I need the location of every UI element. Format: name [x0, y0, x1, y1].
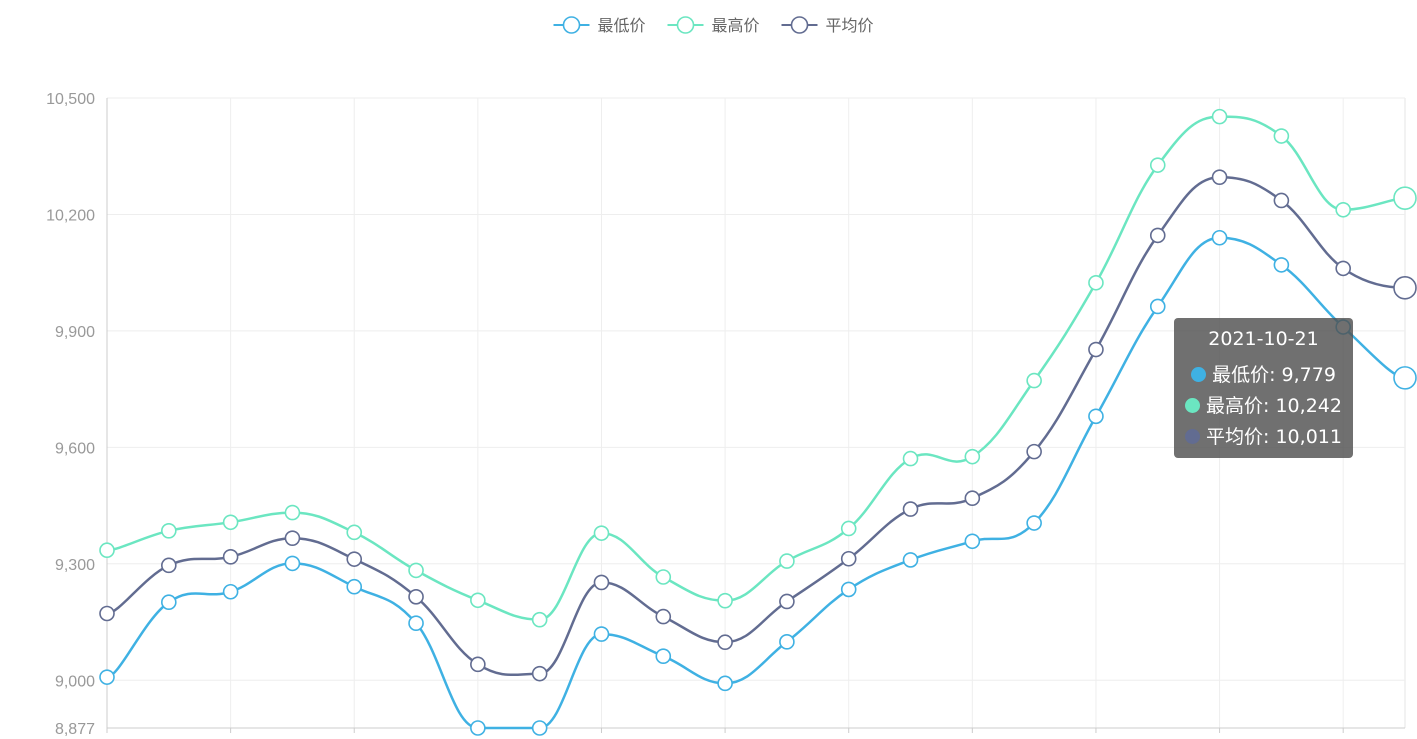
- data-point-low[interactable]: [779, 634, 795, 650]
- legend-marker-icon: [676, 16, 695, 34]
- data-point-avg[interactable]: [408, 588, 424, 605]
- data-point-high[interactable]: [1393, 186, 1417, 210]
- y-tick-label: 9,900: [55, 324, 95, 341]
- data-point-high[interactable]: [1211, 108, 1228, 125]
- legend[interactable]: 最低价 最高价 平均价: [553, 16, 874, 35]
- data-point-low[interactable]: [531, 720, 548, 736]
- data-point-low[interactable]: [902, 552, 919, 568]
- data-point-avg[interactable]: [1335, 260, 1351, 277]
- data-point-low[interactable]: [470, 720, 486, 736]
- data-point-low[interactable]: [1273, 257, 1290, 273]
- data-point-high[interactable]: [593, 525, 610, 541]
- tooltip-dot-high: [1185, 398, 1201, 413]
- data-point-low[interactable]: [1026, 515, 1042, 531]
- tooltip-text-low: 最低价: 9,779: [1212, 364, 1336, 386]
- tooltip-dot-low: [1191, 367, 1207, 382]
- data-point-low[interactable]: [346, 578, 363, 595]
- series-points: [99, 108, 1417, 736]
- data-point-avg[interactable]: [1273, 192, 1290, 209]
- data-point-low[interactable]: [717, 675, 733, 692]
- tooltip-row-low: 最低价: 9,779: [1174, 360, 1353, 387]
- legend-label: 最高价: [712, 16, 760, 35]
- data-point-low[interactable]: [1393, 366, 1417, 390]
- data-point-high[interactable]: [902, 450, 919, 467]
- tooltip-row-avg: 平均价: 10,011: [1174, 422, 1353, 449]
- data-point-avg[interactable]: [470, 656, 486, 673]
- y-tick-label: 8,877: [55, 721, 95, 738]
- data-point-high[interactable]: [408, 562, 424, 579]
- data-point-low[interactable]: [655, 648, 672, 664]
- data-point-low[interactable]: [964, 533, 981, 550]
- data-point-low[interactable]: [99, 669, 115, 685]
- data-point-avg[interactable]: [346, 551, 363, 567]
- legend-label: 最低价: [598, 16, 646, 35]
- data-point-avg[interactable]: [222, 549, 239, 565]
- legend-item-avg[interactable]: 平均价: [781, 16, 874, 35]
- data-point-avg[interactable]: [1149, 227, 1166, 244]
- data-point-avg[interactable]: [531, 665, 548, 682]
- data-point-low[interactable]: [161, 594, 177, 611]
- data-point-avg[interactable]: [717, 634, 733, 651]
- data-point-high[interactable]: [470, 592, 486, 609]
- y-tick-label: 9,300: [55, 557, 95, 574]
- tooltip-dot-avg: [1185, 429, 1201, 444]
- data-point-high[interactable]: [1335, 201, 1351, 218]
- tooltip-text-avg: 平均价: 10,011: [1206, 426, 1342, 448]
- data-point-low[interactable]: [408, 615, 424, 631]
- data-point-low[interactable]: [840, 581, 857, 598]
- data-point-high[interactable]: [161, 523, 177, 539]
- tooltip-text-high: 最高价: 10,242: [1206, 395, 1342, 417]
- data-point-high[interactable]: [531, 611, 548, 628]
- data-point-high[interactable]: [222, 514, 239, 531]
- data-point-high[interactable]: [1149, 157, 1166, 173]
- data-point-low[interactable]: [222, 583, 239, 600]
- data-point-high[interactable]: [1026, 372, 1042, 389]
- data-point-high[interactable]: [1088, 274, 1104, 291]
- data-point-avg[interactable]: [284, 530, 301, 546]
- data-point-high[interactable]: [779, 553, 795, 569]
- legend-item-low[interactable]: 最低价: [553, 16, 646, 35]
- data-point-avg[interactable]: [1393, 276, 1417, 300]
- data-point-high[interactable]: [284, 504, 301, 521]
- data-point-high[interactable]: [840, 520, 857, 537]
- data-point-avg[interactable]: [655, 608, 672, 625]
- data-point-high[interactable]: [655, 569, 672, 585]
- data-point-high[interactable]: [1273, 128, 1290, 144]
- y-tick-label: 10,200: [46, 207, 95, 224]
- series-line-avg: [106, 175, 1406, 677]
- data-point-high[interactable]: [717, 592, 733, 609]
- legend-item-high[interactable]: 最高价: [667, 16, 760, 35]
- y-tick-label: 10,500: [46, 91, 95, 108]
- data-point-low[interactable]: [1088, 408, 1104, 425]
- legend-marker-icon: [562, 16, 581, 34]
- data-point-high[interactable]: [964, 448, 981, 465]
- data-point-avg[interactable]: [902, 501, 919, 517]
- y-tick-label: 9,000: [55, 673, 95, 690]
- data-point-avg[interactable]: [99, 605, 115, 622]
- data-point-avg[interactable]: [779, 593, 795, 610]
- data-point-high[interactable]: [99, 542, 115, 559]
- y-tick-label: 9,600: [55, 440, 95, 457]
- data-point-low[interactable]: [593, 626, 610, 642]
- data-point-avg[interactable]: [1211, 169, 1228, 185]
- data-point-avg[interactable]: [1026, 443, 1042, 460]
- data-point-avg[interactable]: [964, 490, 981, 507]
- tooltip: 2021-10-21 最低价: 9,779 最高价: 10,242 平均价: 1…: [1174, 318, 1353, 458]
- legend-label: 平均价: [826, 16, 874, 35]
- data-point-high[interactable]: [346, 524, 363, 541]
- legend-marker-icon: [790, 16, 809, 34]
- data-point-avg[interactable]: [161, 557, 177, 574]
- data-point-low[interactable]: [1149, 298, 1166, 315]
- series-line-low: [106, 236, 1406, 730]
- data-point-avg[interactable]: [840, 550, 857, 567]
- tooltip-date: 2021-10-21: [1208, 328, 1319, 350]
- data-point-low[interactable]: [284, 555, 301, 572]
- data-point-low[interactable]: [1211, 229, 1228, 246]
- tooltip-row-high: 最高价: 10,242: [1174, 391, 1353, 418]
- y-axis: 10,500 10,200 9,900 9,600 9,300 9,000 8,877: [46, 91, 1405, 738]
- data-point-avg[interactable]: [593, 574, 610, 591]
- data-point-avg[interactable]: [1088, 341, 1104, 358]
